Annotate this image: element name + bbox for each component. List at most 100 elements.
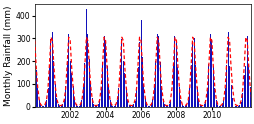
Bar — [202, 106, 203, 107]
Bar — [184, 106, 185, 107]
Bar — [177, 67, 178, 107]
Bar — [187, 100, 188, 107]
Bar — [75, 104, 76, 107]
Bar — [40, 104, 41, 107]
Bar — [246, 36, 247, 107]
Bar — [99, 99, 100, 107]
Bar — [156, 34, 157, 107]
Bar — [180, 100, 181, 107]
Bar — [56, 98, 57, 107]
Bar — [237, 106, 238, 107]
Bar — [193, 38, 194, 107]
Bar — [209, 34, 210, 107]
Bar — [108, 87, 109, 107]
Bar — [125, 90, 126, 107]
Bar — [162, 99, 163, 107]
Bar — [221, 104, 222, 107]
Bar — [206, 88, 207, 107]
Bar — [128, 105, 129, 107]
Bar — [188, 88, 189, 107]
Bar — [249, 87, 250, 107]
Bar — [118, 88, 119, 107]
Bar — [159, 62, 160, 107]
Bar — [121, 39, 122, 107]
Bar — [97, 104, 98, 107]
Bar — [37, 88, 38, 107]
Bar — [200, 106, 201, 107]
Bar — [197, 99, 198, 107]
Bar — [116, 100, 117, 107]
Bar — [50, 39, 51, 107]
Bar — [169, 100, 170, 107]
Bar — [43, 106, 44, 107]
Bar — [102, 62, 103, 107]
Bar — [243, 75, 244, 107]
Bar — [196, 87, 197, 107]
Bar — [124, 73, 125, 107]
Bar — [34, 42, 35, 107]
Bar — [174, 36, 175, 107]
Bar — [239, 105, 240, 107]
Bar — [74, 99, 75, 107]
Bar — [71, 73, 72, 107]
Bar — [84, 63, 85, 107]
Bar — [134, 101, 135, 107]
Bar — [152, 99, 153, 107]
Bar — [122, 61, 123, 107]
Bar — [52, 31, 53, 107]
Bar — [36, 70, 37, 107]
Bar — [150, 104, 151, 107]
Bar — [216, 105, 217, 107]
Bar — [44, 104, 45, 107]
Bar — [49, 66, 50, 107]
Bar — [183, 106, 184, 107]
Bar — [72, 86, 73, 107]
Bar — [194, 64, 195, 107]
Bar — [81, 100, 82, 107]
Bar — [205, 100, 206, 107]
Bar — [86, 9, 87, 107]
Bar — [233, 104, 234, 107]
Bar — [144, 98, 145, 107]
Bar — [103, 36, 104, 107]
Bar — [143, 84, 144, 107]
Bar — [140, 20, 141, 107]
Bar — [225, 65, 226, 107]
Bar — [171, 87, 172, 107]
Bar — [58, 104, 59, 107]
Bar — [94, 106, 95, 107]
Bar — [137, 67, 138, 107]
Bar — [168, 104, 169, 107]
Bar — [93, 104, 94, 107]
Bar — [90, 84, 91, 107]
Bar — [64, 99, 65, 107]
Bar — [155, 61, 156, 107]
Bar — [224, 88, 225, 107]
Bar — [146, 104, 147, 107]
Bar — [59, 106, 60, 107]
Bar — [115, 104, 116, 107]
Bar — [190, 64, 191, 107]
Bar — [153, 86, 154, 107]
Bar — [88, 59, 89, 107]
Bar — [136, 90, 137, 107]
Bar — [78, 106, 79, 107]
Bar — [165, 106, 166, 107]
Bar — [199, 105, 200, 107]
Bar — [235, 106, 236, 107]
Bar — [228, 66, 229, 107]
Bar — [80, 104, 81, 107]
Bar — [253, 106, 254, 107]
Bar — [109, 100, 110, 107]
Bar — [68, 34, 69, 107]
Bar — [244, 66, 245, 107]
Bar — [212, 66, 213, 107]
Bar — [240, 102, 241, 107]
Bar — [130, 106, 131, 107]
Bar — [127, 100, 128, 107]
Bar — [218, 106, 219, 107]
Bar — [147, 106, 148, 107]
Bar — [208, 64, 209, 107]
Bar — [110, 105, 112, 107]
Bar — [247, 64, 248, 107]
